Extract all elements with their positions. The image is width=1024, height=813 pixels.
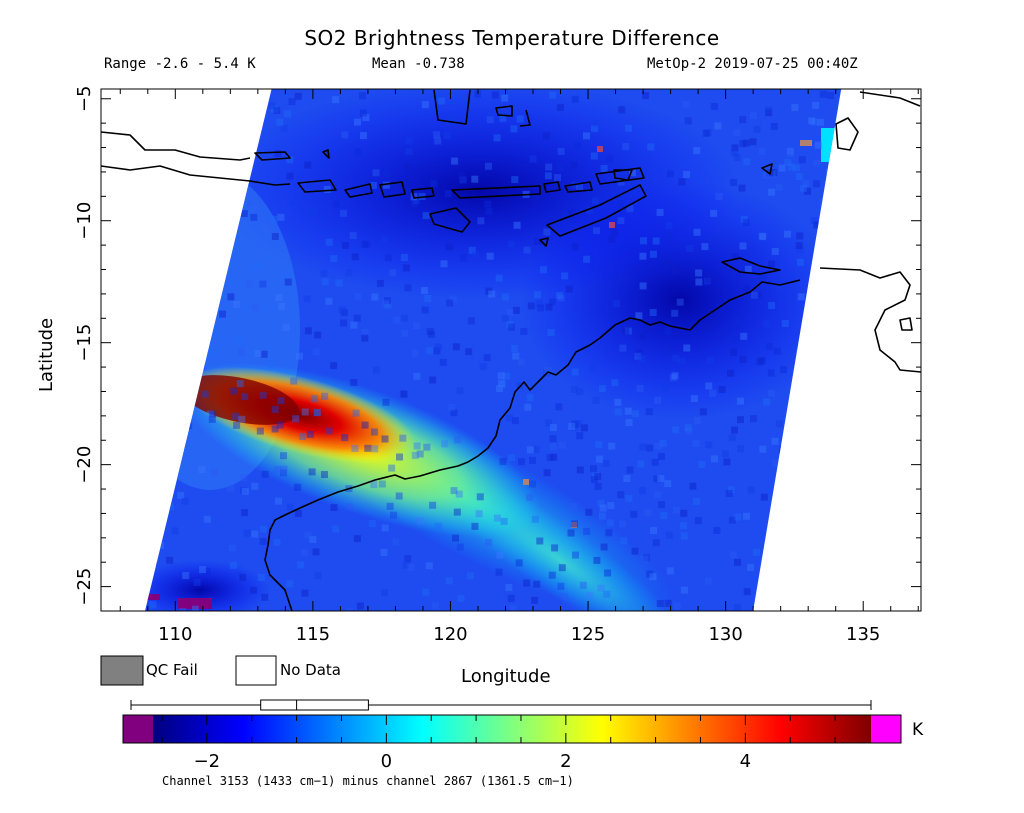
x-tick-label: 135 — [846, 624, 880, 645]
y-axis: −5 −10 −15 −20 −25 — [74, 85, 921, 612]
colorbar-over — [871, 715, 901, 743]
x-axis-label: Longitude — [461, 666, 551, 687]
range-text: Range -2.6 - 5.4 K — [104, 56, 256, 72]
colorbar-tick-label: −2 — [194, 751, 221, 772]
x-tick-label: 130 — [708, 624, 742, 645]
y-tick-label: −20 — [74, 446, 95, 484]
colorbar-tick-label: 2 — [560, 751, 571, 772]
value-boxplot — [130, 699, 872, 711]
coastlines — [101, 89, 921, 611]
no-data-label: No Data — [280, 661, 341, 679]
x-tick-label: 110 — [158, 624, 192, 645]
colorbar-tick-label: 0 — [381, 751, 392, 772]
plot-frame — [100, 88, 922, 612]
x-tick-label: 125 — [571, 624, 605, 645]
colorbar-tick-label: 4 — [740, 751, 751, 772]
colorbar-unit: K — [912, 720, 924, 740]
heatmap-field — [145, 89, 842, 611]
x-axis: 110 115 120 125 130 135 — [119, 89, 919, 645]
y-tick-label: −25 — [74, 568, 95, 606]
colorbar-ticks: −2 0 2 4 — [161, 715, 836, 772]
source-text: MetOp-2 2019-07-25 00:40Z — [647, 56, 858, 72]
colorbar — [122, 714, 902, 744]
boxplot-box — [260, 699, 369, 711]
y-axis-label: Latitude — [36, 317, 57, 392]
y-tick-label: −10 — [74, 202, 95, 240]
colorbar-under — [123, 715, 153, 743]
y-tick-label: −5 — [74, 85, 95, 112]
x-tick-label: 115 — [296, 624, 330, 645]
channel-note: Channel 3153 (1433 cm−1) minus channel 2… — [162, 774, 574, 788]
qc-fail-label: QC Fail — [146, 661, 198, 679]
no-data-swatch — [235, 655, 277, 686]
colorbar-gradient — [153, 715, 871, 743]
qc-fail-swatch — [100, 655, 144, 686]
x-tick-label: 120 — [433, 624, 467, 645]
y-tick-label: −15 — [74, 324, 95, 362]
mean-text: Mean -0.738 — [372, 56, 465, 72]
chart-title: SO2 Brightness Temperature Difference — [304, 26, 720, 50]
